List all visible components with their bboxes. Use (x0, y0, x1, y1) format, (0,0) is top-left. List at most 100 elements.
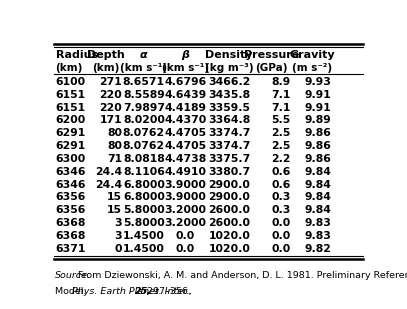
Text: Source:: Source: (55, 271, 92, 280)
Text: 7.9897: 7.9897 (123, 103, 165, 112)
Text: Depth: Depth (88, 49, 125, 60)
Text: 6151: 6151 (56, 90, 86, 100)
Text: 8.0762: 8.0762 (123, 141, 165, 151)
Text: 5.8000: 5.8000 (123, 218, 165, 228)
Text: 4.4370: 4.4370 (164, 115, 207, 125)
Text: 25,: 25, (136, 287, 152, 296)
Text: 8.9: 8.9 (271, 77, 291, 87)
Text: 2.2: 2.2 (271, 154, 291, 164)
Text: 6.8000: 6.8000 (123, 193, 165, 202)
Text: Model.: Model. (55, 287, 90, 296)
Text: 5.5: 5.5 (271, 115, 291, 125)
Text: 2600.0: 2600.0 (208, 218, 250, 228)
Text: 8.0200: 8.0200 (123, 115, 165, 125)
Text: 24.4: 24.4 (95, 167, 122, 177)
Text: 9.93: 9.93 (304, 77, 331, 87)
Text: 3.9000: 3.9000 (164, 180, 206, 190)
Text: 0.3: 0.3 (271, 193, 291, 202)
Text: (km): (km) (56, 63, 83, 73)
Text: Radius: Radius (56, 49, 98, 60)
Text: Gravity: Gravity (289, 49, 335, 60)
Text: 3435.8: 3435.8 (208, 90, 250, 100)
Text: (m s⁻²): (m s⁻²) (292, 63, 332, 73)
Text: 7.1: 7.1 (271, 103, 291, 112)
Text: 3.2000: 3.2000 (164, 218, 207, 228)
Text: 0.3: 0.3 (271, 205, 291, 215)
Text: 6.8000: 6.8000 (123, 180, 165, 190)
Text: 171: 171 (99, 115, 122, 125)
Text: 9.82: 9.82 (304, 244, 331, 254)
Text: 9.83: 9.83 (304, 231, 331, 241)
Text: 6100: 6100 (56, 77, 86, 87)
Text: From Dziewonski, A. M. and Anderson, D. L. 1981. Preliminary Reference Earth: From Dziewonski, A. M. and Anderson, D. … (78, 271, 407, 280)
Text: 0.0: 0.0 (176, 231, 195, 241)
Text: Phys. Earth Planet. Inter.,: Phys. Earth Planet. Inter., (72, 287, 192, 296)
Text: 3364.8: 3364.8 (208, 115, 250, 125)
Text: 6346: 6346 (56, 180, 86, 190)
Text: (km s⁻¹): (km s⁻¹) (120, 63, 167, 73)
Text: 6368: 6368 (56, 218, 86, 228)
Text: 9.86: 9.86 (304, 128, 331, 138)
Text: 3466.2: 3466.2 (208, 77, 250, 87)
Text: 9.83: 9.83 (304, 218, 331, 228)
Text: 271: 271 (99, 77, 122, 87)
Text: 2.5: 2.5 (271, 141, 291, 151)
Text: 0.0: 0.0 (271, 244, 291, 254)
Text: 4.4738: 4.4738 (164, 154, 207, 164)
Text: 3.2000: 3.2000 (164, 205, 207, 215)
Text: 220: 220 (99, 103, 122, 112)
Text: 6346: 6346 (56, 167, 86, 177)
Text: 3374.7: 3374.7 (208, 141, 250, 151)
Text: 6151: 6151 (56, 103, 86, 112)
Text: 6300: 6300 (56, 154, 86, 164)
Text: (km): (km) (92, 63, 120, 73)
Text: 80: 80 (107, 128, 122, 138)
Text: 9.84: 9.84 (304, 180, 331, 190)
Text: 15: 15 (107, 205, 122, 215)
Text: 3380.7: 3380.7 (208, 167, 250, 177)
Text: 0.0: 0.0 (176, 244, 195, 254)
Text: 7.1: 7.1 (271, 90, 291, 100)
Text: 3.9000: 3.9000 (164, 193, 206, 202)
Text: 71: 71 (107, 154, 122, 164)
Text: 220: 220 (99, 90, 122, 100)
Text: 6356: 6356 (56, 193, 86, 202)
Text: 9.84: 9.84 (304, 167, 331, 177)
Text: 9.86: 9.86 (304, 154, 331, 164)
Text: 8.5589: 8.5589 (123, 90, 165, 100)
Text: 9.91: 9.91 (304, 90, 331, 100)
Text: α: α (140, 49, 148, 60)
Text: (km s⁻¹): (km s⁻¹) (162, 63, 209, 73)
Text: 3: 3 (114, 231, 122, 241)
Text: 6200: 6200 (56, 115, 86, 125)
Text: 4.4705: 4.4705 (164, 128, 207, 138)
Text: 0.0: 0.0 (271, 231, 291, 241)
Text: 6356: 6356 (56, 205, 86, 215)
Text: 15: 15 (107, 193, 122, 202)
Text: 5.8000: 5.8000 (123, 205, 165, 215)
Text: 9.84: 9.84 (304, 205, 331, 215)
Text: 8.6571: 8.6571 (123, 77, 165, 87)
Text: 0.6: 0.6 (271, 180, 291, 190)
Text: (kg m⁻³): (kg m⁻³) (205, 63, 253, 73)
Text: 4.4189: 4.4189 (164, 103, 207, 112)
Text: β: β (182, 49, 190, 60)
Text: 8.0818: 8.0818 (123, 154, 165, 164)
Text: 0.6: 0.6 (271, 167, 291, 177)
Text: Pressure: Pressure (244, 49, 299, 60)
Text: 297–356.: 297–356. (144, 287, 191, 296)
Text: 4.4705: 4.4705 (164, 141, 207, 151)
Text: 3359.5: 3359.5 (208, 103, 250, 112)
Text: 0: 0 (114, 244, 122, 254)
Text: 3374.7: 3374.7 (208, 128, 250, 138)
Text: 2.5: 2.5 (271, 128, 291, 138)
Text: 4.6439: 4.6439 (164, 90, 207, 100)
Text: 4.4910: 4.4910 (164, 167, 207, 177)
Text: 8.1106: 8.1106 (123, 167, 165, 177)
Text: 9.84: 9.84 (304, 193, 331, 202)
Text: 24.4: 24.4 (95, 180, 122, 190)
Text: 1.4500: 1.4500 (123, 244, 165, 254)
Text: 3375.7: 3375.7 (208, 154, 250, 164)
Text: (GPa): (GPa) (255, 63, 288, 73)
Text: 6368: 6368 (56, 231, 86, 241)
